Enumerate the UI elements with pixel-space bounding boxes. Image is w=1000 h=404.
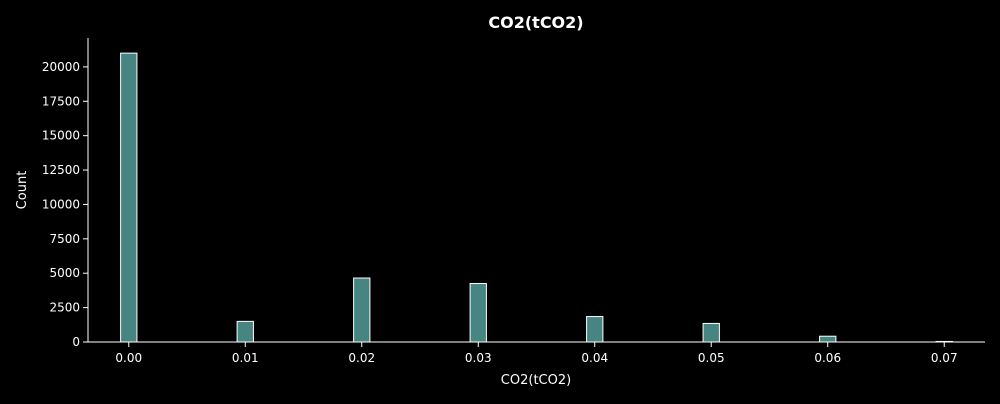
y-tick-label: 2500: [49, 301, 80, 315]
x-axis-label: CO2(tCO2): [501, 373, 571, 388]
histogram-bar: [586, 316, 604, 343]
y-tick-label: 0: [72, 335, 80, 349]
axes-group: [87, 38, 985, 343]
y-tick-label: 7500: [49, 232, 80, 246]
y-axis-label: Count: [15, 171, 30, 210]
y-tick-label: 17500: [42, 94, 80, 108]
x-tick-label: 0.06: [814, 351, 841, 365]
x-tick-label: 0.00: [115, 351, 142, 365]
histogram-bar: [702, 322, 720, 343]
y-tick-label: 10000: [42, 197, 80, 211]
histogram-bar: [236, 320, 254, 343]
x-tick-label: 0.01: [232, 351, 259, 365]
x-tick-label: 0.05: [698, 351, 725, 365]
y-tick-label: 15000: [42, 129, 80, 143]
x-tick-label: 0.07: [931, 351, 958, 365]
x-ticks-group: 0.00 0.01 0.02 0.03 0.04 0.05 0.06 0.07: [115, 342, 958, 365]
x-tick-label: 0.02: [348, 351, 375, 365]
x-tick-label: 0.04: [581, 351, 608, 365]
x-tick-label: 0.03: [465, 351, 492, 365]
histogram-bar: [469, 283, 487, 343]
bars-group: [120, 52, 953, 343]
histogram-bar: [353, 277, 371, 343]
histogram-bar: [120, 52, 138, 343]
y-ticks-group: 0 2500 5000 7500 10000 12500 15000 17500 20000: [42, 60, 88, 349]
chart-title: CO2(tCO2): [488, 13, 583, 32]
y-tick-label: 20000: [42, 60, 80, 74]
histogram-bar: [819, 335, 837, 343]
y-tick-label: 12500: [42, 163, 80, 177]
y-tick-label: 5000: [49, 266, 80, 280]
